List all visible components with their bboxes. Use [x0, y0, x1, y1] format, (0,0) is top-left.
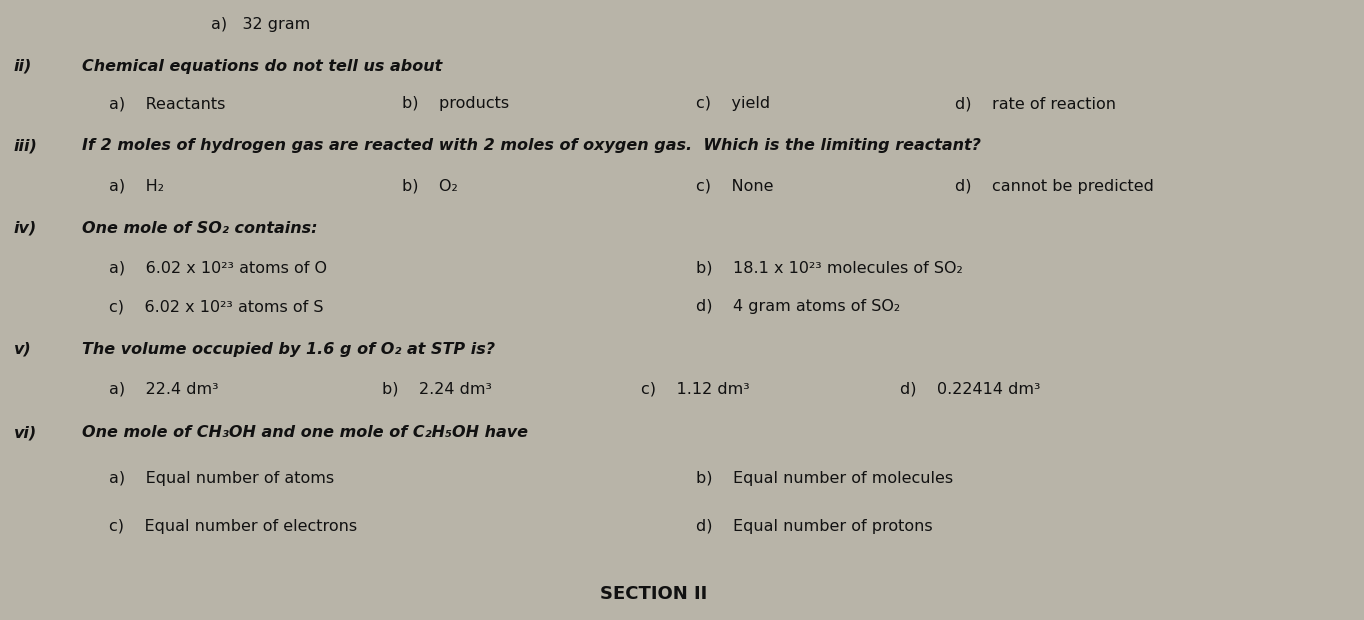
- Text: c)    yield: c) yield: [696, 96, 769, 111]
- Text: b)    Equal number of molecules: b) Equal number of molecules: [696, 471, 953, 486]
- Text: d)    4 gram atoms of SO₂: d) 4 gram atoms of SO₂: [696, 299, 900, 314]
- Text: iv): iv): [14, 221, 37, 236]
- Text: a)    22.4 dm³: a) 22.4 dm³: [109, 381, 218, 396]
- Text: d)    cannot be predicted: d) cannot be predicted: [955, 179, 1154, 193]
- Text: a)    6.02 x 10²³ atoms of O: a) 6.02 x 10²³ atoms of O: [109, 260, 327, 275]
- Text: b)    18.1 x 10²³ molecules of SO₂: b) 18.1 x 10²³ molecules of SO₂: [696, 260, 963, 275]
- Text: b)    O₂: b) O₂: [402, 179, 458, 193]
- Text: a)   32 gram: a) 32 gram: [211, 17, 311, 32]
- Text: a)    Reactants: a) Reactants: [109, 96, 225, 111]
- Text: d)    0.22414 dm³: d) 0.22414 dm³: [900, 381, 1041, 396]
- Text: SECTION II: SECTION II: [600, 585, 708, 603]
- Text: vi): vi): [14, 425, 37, 440]
- Text: The volume occupied by 1.6 g of O₂ at STP is?: The volume occupied by 1.6 g of O₂ at ST…: [82, 342, 495, 356]
- Text: c)    None: c) None: [696, 179, 773, 193]
- Text: d)    rate of reaction: d) rate of reaction: [955, 96, 1116, 111]
- Text: c)    Equal number of electrons: c) Equal number of electrons: [109, 520, 357, 534]
- Text: b)    products: b) products: [402, 96, 510, 111]
- Text: ii): ii): [14, 59, 31, 74]
- Text: a)    H₂: a) H₂: [109, 179, 164, 193]
- Text: a)    Equal number of atoms: a) Equal number of atoms: [109, 471, 334, 486]
- Text: One mole of CH₃OH and one mole of C₂H₅OH have: One mole of CH₃OH and one mole of C₂H₅OH…: [82, 425, 528, 440]
- Text: iii): iii): [14, 138, 38, 153]
- Text: v): v): [14, 342, 31, 356]
- Text: d)    Equal number of protons: d) Equal number of protons: [696, 520, 932, 534]
- Text: If 2 moles of hydrogen gas are reacted with 2 moles of oxygen gas.  Which is the: If 2 moles of hydrogen gas are reacted w…: [82, 138, 981, 153]
- Text: One mole of SO₂ contains:: One mole of SO₂ contains:: [82, 221, 318, 236]
- Text: c)    6.02 x 10²³ atoms of S: c) 6.02 x 10²³ atoms of S: [109, 299, 323, 314]
- Text: b)    2.24 dm³: b) 2.24 dm³: [382, 381, 492, 396]
- Text: Chemical equations do not tell us about: Chemical equations do not tell us about: [82, 59, 442, 74]
- Text: c)    1.12 dm³: c) 1.12 dm³: [641, 381, 750, 396]
